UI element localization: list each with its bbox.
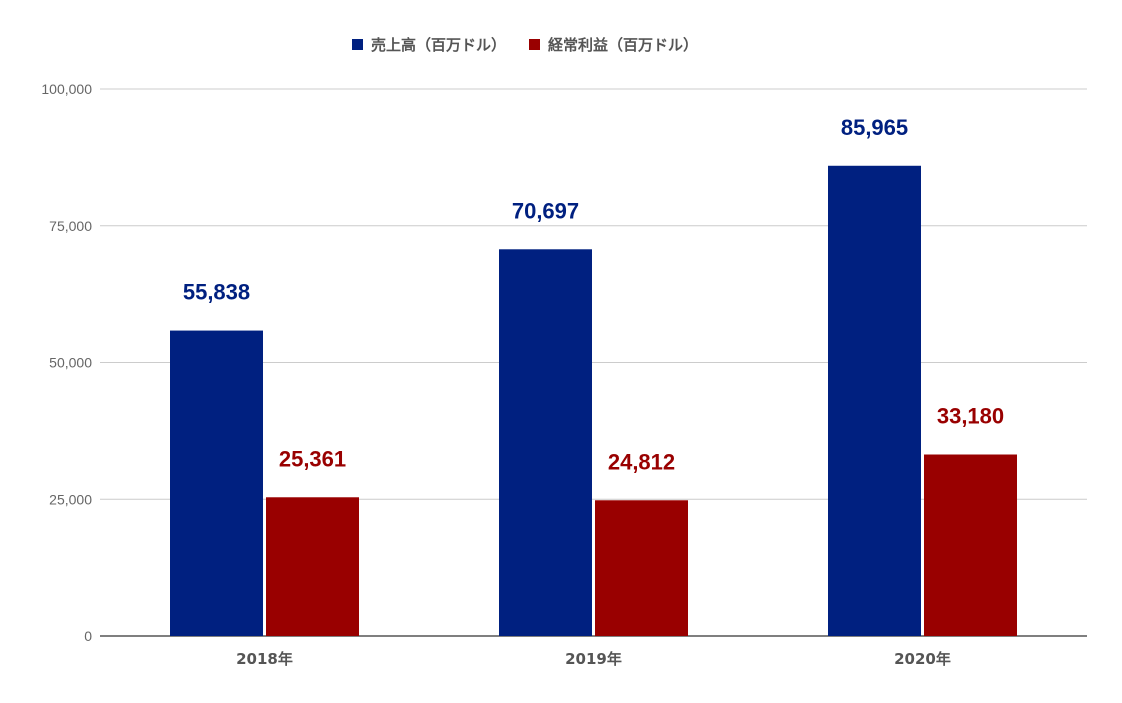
y-tick-label: 25,000 <box>49 491 92 507</box>
y-tick-label: 100,000 <box>41 81 92 97</box>
legend-label: 売上高（百万ドル） <box>371 36 506 54</box>
data-label: 55,838 <box>183 280 250 305</box>
y-tick-label: 0 <box>84 628 92 644</box>
x-tick-label: 2019年 <box>565 650 622 668</box>
data-label: 33,180 <box>937 404 1004 429</box>
legend-swatch <box>352 39 363 50</box>
bar-profit <box>595 500 688 636</box>
data-label: 70,697 <box>512 198 579 223</box>
bar-sales <box>828 165 921 636</box>
bar-profit <box>924 454 1017 636</box>
x-tick-label: 2020年 <box>894 650 951 668</box>
legend-label: 経常利益（百万ドル） <box>548 36 698 54</box>
data-label: 24,812 <box>608 449 675 474</box>
y-tick-label: 50,000 <box>49 355 92 371</box>
legend-swatch <box>529 39 540 50</box>
bar-profit <box>266 497 359 636</box>
y-tick-label: 75,000 <box>49 218 92 234</box>
bar-sales <box>499 249 592 636</box>
data-label: 25,361 <box>279 446 346 471</box>
x-tick-label: 2018年 <box>236 650 293 668</box>
bar-sales <box>170 330 263 636</box>
data-label: 85,965 <box>841 115 908 140</box>
